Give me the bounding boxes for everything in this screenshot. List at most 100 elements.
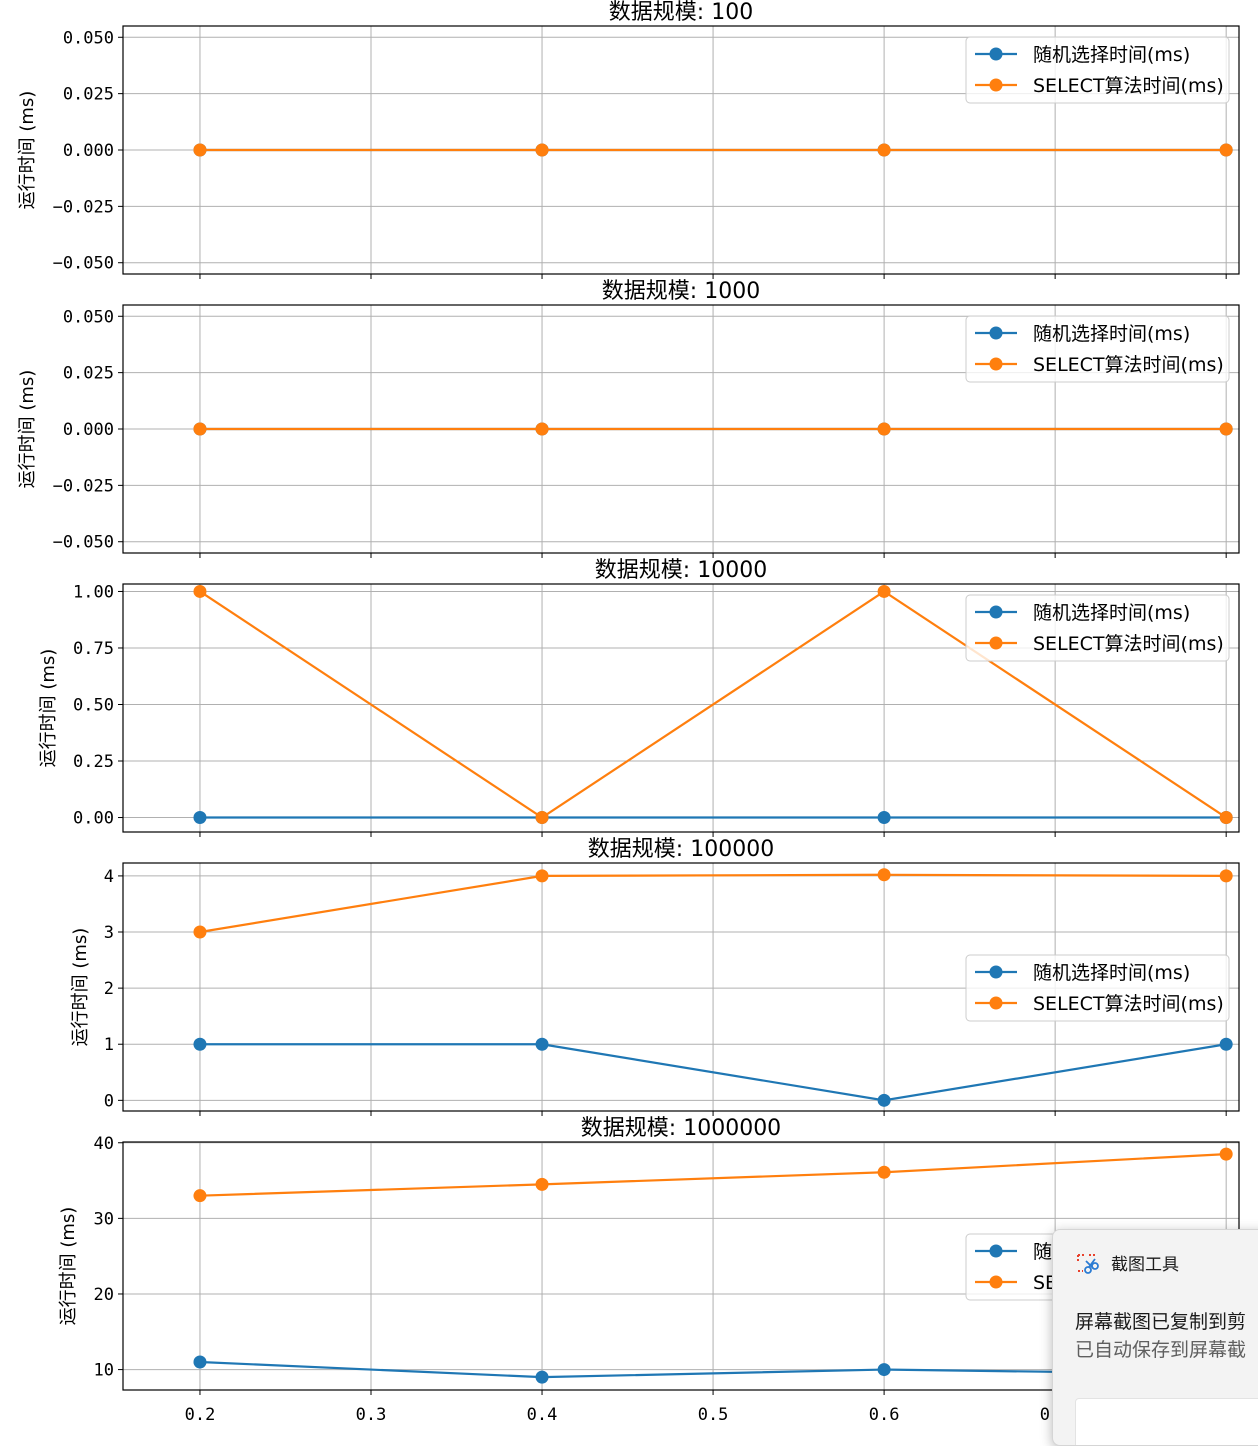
y-tick-label: 0.75 xyxy=(73,639,114,659)
legend-swatch-marker xyxy=(989,636,1003,650)
legend-box xyxy=(965,954,1230,1022)
y-axis-label: 运行时间 (ms) xyxy=(38,649,59,768)
legend-swatch-marker xyxy=(989,357,1003,371)
x-tick-label: 0.6 xyxy=(869,1405,900,1425)
series-line-2 xyxy=(199,873,1227,934)
axes-frame xyxy=(122,583,1240,833)
subplot-3: 0.00 0.25 0.50 0.75 1.00 数据规模: 10000 运行时间 (ms)… xyxy=(38,558,1240,837)
y-tick-label: 4 xyxy=(104,867,114,887)
legend-label: 随机选择时间(ms) xyxy=(1033,602,1190,624)
legend-swatch-marker xyxy=(989,326,1003,340)
toast-screenshot-preview[interactable] xyxy=(1075,1398,1258,1445)
y-tick-label: −0.050 xyxy=(53,533,114,553)
subplot-2: −0.050 −0.025 0.000 0.025 0.050 数据规模: 1000 运行时… xyxy=(17,279,1240,558)
legend-swatch-marker xyxy=(989,996,1003,1010)
data-point xyxy=(193,422,207,436)
series-line-1 xyxy=(199,1043,1227,1102)
toast-message: 屏幕截图已复制到剪 xyxy=(1075,1311,1247,1333)
legend-label: 随机选择时间(ms) xyxy=(1033,44,1190,66)
legend-label: SELECT算法时间(ms) xyxy=(1033,75,1224,97)
y-tick-label: 3 xyxy=(104,923,114,943)
axes-frame xyxy=(122,304,1240,554)
y-tick-label: −0.025 xyxy=(53,197,114,217)
y-tick-label: 0.050 xyxy=(63,28,114,48)
toast-detail: 已自动保存到屏幕截 xyxy=(1075,1339,1247,1361)
toast-header: 截图工具 xyxy=(1075,1250,1179,1275)
data-point xyxy=(1219,811,1233,825)
y-tick-label: 0.050 xyxy=(63,307,114,327)
y-tick-label: 0.000 xyxy=(63,420,114,440)
data-point xyxy=(535,1370,549,1384)
data-point xyxy=(877,584,891,598)
subplot-title: 数据规模: 1000 xyxy=(602,279,760,304)
y-tick-label: −0.050 xyxy=(53,254,114,274)
data-point xyxy=(877,1093,891,1107)
legend-box xyxy=(965,594,1230,662)
data-point xyxy=(193,811,207,825)
y-tick-label: 0.50 xyxy=(73,695,114,715)
legend-swatch-marker xyxy=(989,47,1003,61)
data-point xyxy=(877,422,891,436)
y-tick-label: 0.025 xyxy=(63,85,114,105)
data-point xyxy=(193,1037,207,1051)
legend-box xyxy=(965,36,1230,104)
y-tick-label: 1.00 xyxy=(73,582,114,602)
y-axis-label: 运行时间 (ms) xyxy=(17,91,38,210)
legend-swatch-marker xyxy=(989,1244,1003,1258)
data-point xyxy=(877,868,891,882)
data-point xyxy=(535,1037,549,1051)
notification-toast[interactable]: 截图工具 屏幕截图已复制到剪 已自动保存到屏幕截 xyxy=(1052,1229,1258,1446)
data-point xyxy=(877,1165,891,1179)
data-point xyxy=(193,1355,207,1369)
data-point xyxy=(193,1189,207,1203)
data-point xyxy=(535,811,549,825)
legend-box xyxy=(965,315,1230,383)
y-axis-label: 运行时间 (ms) xyxy=(70,928,91,1047)
data-point xyxy=(535,1177,549,1191)
subplot-title: 数据规模: 1000000 xyxy=(581,1116,781,1141)
data-point xyxy=(1219,422,1233,436)
subplot-1: −0.050 −0.025 0.000 0.025 0.050 数据规模: 100 运行时间… xyxy=(17,0,1240,279)
x-tick-label: 0.4 xyxy=(527,1405,558,1425)
y-tick-label: 0 xyxy=(104,1091,114,1111)
data-point xyxy=(877,1363,891,1377)
toast-app-name: 截图工具 xyxy=(1111,1255,1179,1275)
y-tick-label: 10 xyxy=(94,1361,114,1381)
y-tick-label: 0.00 xyxy=(73,809,114,829)
subplot-title: 数据规模: 100 xyxy=(609,0,753,25)
y-tick-label: 2 xyxy=(104,979,114,999)
snipping-tool-icon xyxy=(1077,1253,1099,1274)
legend-label: SELECT算法时间(ms) xyxy=(1033,633,1224,655)
x-tick-label: 0.2 xyxy=(185,1405,216,1425)
x-tick-label: 0.5 xyxy=(698,1405,729,1425)
y-tick-label: 30 xyxy=(94,1209,114,1229)
y-axis-label: 运行时间 (ms) xyxy=(17,370,38,489)
y-tick-label: 0.000 xyxy=(63,141,114,161)
legend-label: SE xyxy=(1033,1272,1057,1294)
legend-label: SELECT算法时间(ms) xyxy=(1033,354,1224,376)
data-point xyxy=(535,143,549,157)
legend-label: SELECT算法时间(ms) xyxy=(1033,993,1224,1015)
y-axis-label: 运行时间 (ms) xyxy=(58,1207,79,1326)
legend-swatch-marker xyxy=(989,78,1003,92)
legend: 随机选择时间(ms) SELECT算法时间(ms) xyxy=(965,36,1230,104)
legend-swatch-marker xyxy=(989,1275,1003,1289)
data-point xyxy=(1219,869,1233,883)
y-tick-label: 20 xyxy=(94,1285,114,1305)
subplot-title: 数据规模: 10000 xyxy=(595,558,767,583)
subplot-4: 0 1 2 3 4 数据规模: 100000 运行时间 (ms) 随机选择时间(ms) SELE… xyxy=(70,837,1240,1116)
y-tick-label: −0.025 xyxy=(53,476,114,496)
data-point xyxy=(193,143,207,157)
axes-frame xyxy=(122,25,1240,275)
data-point xyxy=(193,584,207,598)
data-point xyxy=(193,925,207,939)
series-line-2 xyxy=(199,1152,1227,1197)
y-tick-label: 0.025 xyxy=(63,364,114,384)
legend: 随机选择时间(ms) SELECT算法时间(ms) xyxy=(965,315,1230,383)
x-tick-label: 0.3 xyxy=(356,1405,387,1425)
data-point xyxy=(1219,1147,1233,1161)
data-point xyxy=(877,811,891,825)
data-point xyxy=(1219,1037,1233,1051)
legend: 随机选择时间(ms) SELECT算法时间(ms) xyxy=(965,594,1230,662)
